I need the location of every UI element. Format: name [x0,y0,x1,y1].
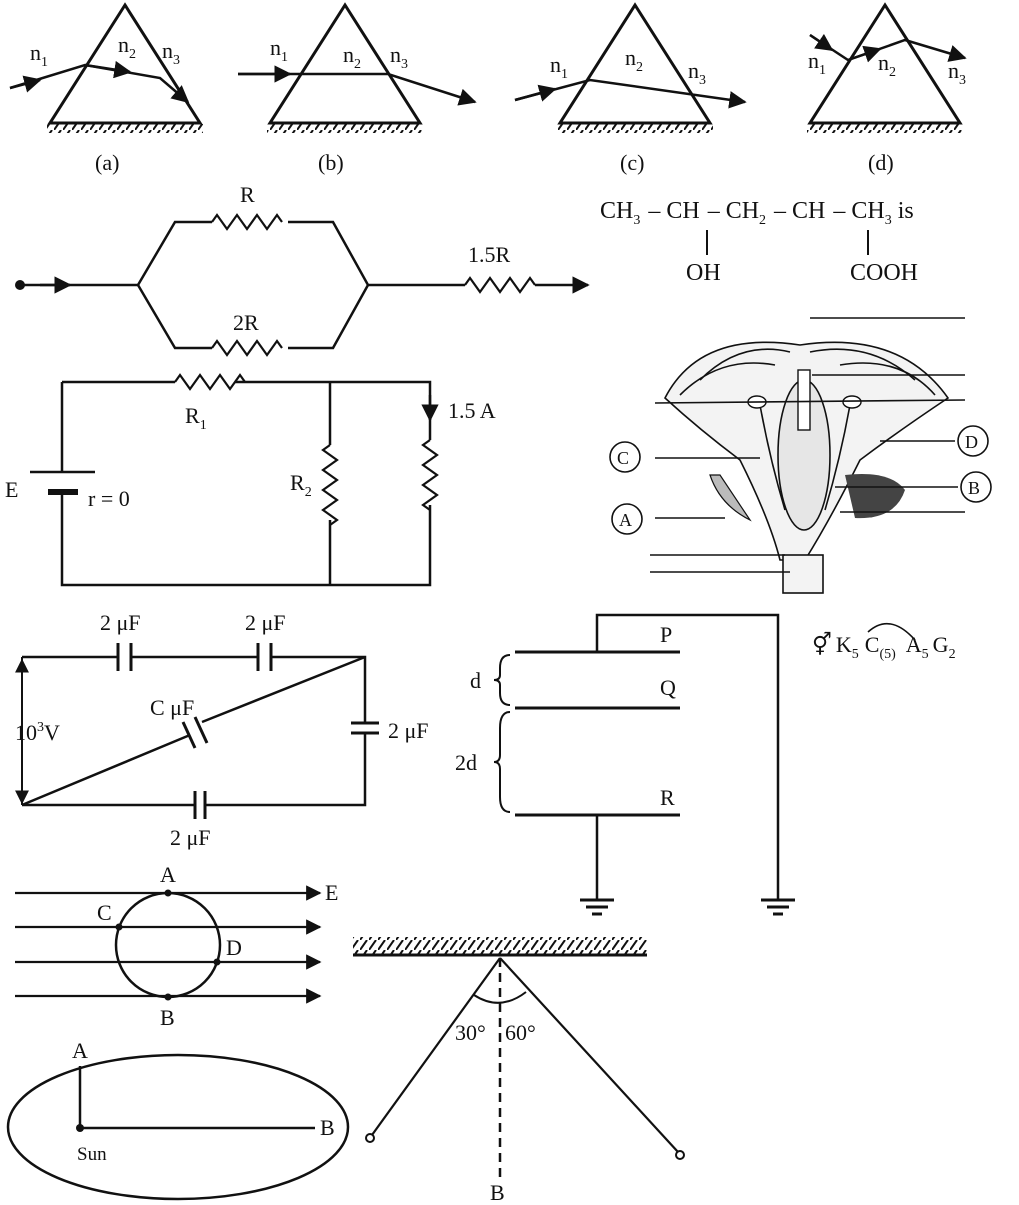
label-c-mid: C μF [150,695,194,720]
prism-c-n3: n3 [688,58,706,88]
circuit-battery: R1 R2 1.5 A E r = 0 [5,373,496,587]
label-p: P [660,622,672,647]
floral-formula-text: ⚥ K5 C(5) A5 G2 [812,631,956,662]
label-d: d [470,668,481,693]
label-emf: E [5,477,18,502]
resistor-network: R 2R 1.5R [15,182,590,357]
label-r: R [240,182,255,207]
orbit-label-sun: Sun [77,1144,107,1165]
resistor-2r [211,339,283,357]
prism-b-n3: n3 [390,42,408,72]
field-label-c: C [97,900,112,925]
flower-diagram: C A D B [609,317,992,594]
prism-b-n2: n2 [343,42,361,72]
flower-label-a: A [619,510,632,530]
prism-d-n2: n2 [878,50,896,80]
resistor-branch [421,439,439,511]
label-c-right: 2 μF [388,718,429,743]
chem-main-chain: CH3– CH – CH2– CH – CH3 is [600,198,914,228]
mirror-label-b: B [490,1180,505,1205]
label-current: 1.5 A [448,398,496,423]
ground-left [580,898,614,916]
prism-a-n1: n1 [30,40,48,70]
resistor-r1 [174,373,246,391]
prism-d: n1 n2 n3 (d) [807,2,967,175]
resistor-1-5r [464,276,536,294]
label-c-top-1: 2 μF [100,610,141,635]
label-2d: 2d [455,750,477,775]
capacitor-network: 2 μF 2 μF C μF 2 μF 2 μF 103V [15,610,429,850]
resistor-r [211,213,283,231]
prism-a-n2: n2 [118,32,136,62]
label-2r: 2R [233,310,259,335]
flower-label-b: B [968,478,980,498]
prism-b: n1 n2 n3 (b) [238,2,477,175]
prism-c-n2: n2 [625,45,643,75]
cap-mid-plate-a [181,721,197,749]
chem-oh: OH [686,260,721,286]
prism-c: n1 n2 n3 (c) [514,2,747,175]
label-internal-resistance: r = 0 [88,486,130,511]
label-r1: R1 [185,403,207,433]
prism-b-n1: n1 [270,35,288,65]
field-label-a: A [160,862,176,887]
mirror-setup: 30° 60° B [353,937,685,1205]
flower-label-d: D [965,432,978,452]
orbit-label-a: A [72,1038,88,1063]
field-label-d: D [226,935,242,960]
field-label-e: E [325,880,338,905]
ground-right [761,898,795,916]
prism-a-n3: n3 [162,38,180,68]
prism-c-n1: n1 [550,52,568,82]
orbit-label-b: B [320,1115,335,1140]
floral-formula: ⚥ K5 C(5) A5 G2 [812,622,956,662]
prism-a-caption: (a) [95,150,119,175]
prism-b-caption: (b) [318,150,344,175]
prism-d-n3: n3 [948,58,966,88]
prism-d-n1: n1 [808,48,826,78]
angle-30: 30° [455,1020,486,1045]
angle-60: 60° [505,1020,536,1045]
prism-a: n1 n2 n3 (a) [9,2,203,175]
prism-c-caption: (c) [620,150,644,175]
chemical-formula: CH3– CH – CH2– CH – CH3 is OH COOH [600,198,918,286]
parallel-plates: P Q R d 2d [455,613,795,916]
field-circle: A B C D E [15,862,338,1030]
label-r2: R2 [290,470,312,500]
label-plate-r: R [660,785,675,810]
flower-label-c: C [617,448,629,468]
orbit-diagram: A B Sun [6,1038,350,1201]
label-c-bottom: 2 μF [170,825,211,850]
label-c-top-2: 2 μF [245,610,286,635]
label-voltage: 103V [15,720,60,745]
label-1-5r: 1.5R [468,242,511,267]
resistor-r2 [321,444,339,526]
prism-d-caption: (d) [868,150,894,175]
cap-mid-plate-b [193,716,209,744]
chem-cooh: COOH [850,260,918,286]
field-label-b: B [160,1005,175,1030]
label-q: Q [660,675,676,700]
